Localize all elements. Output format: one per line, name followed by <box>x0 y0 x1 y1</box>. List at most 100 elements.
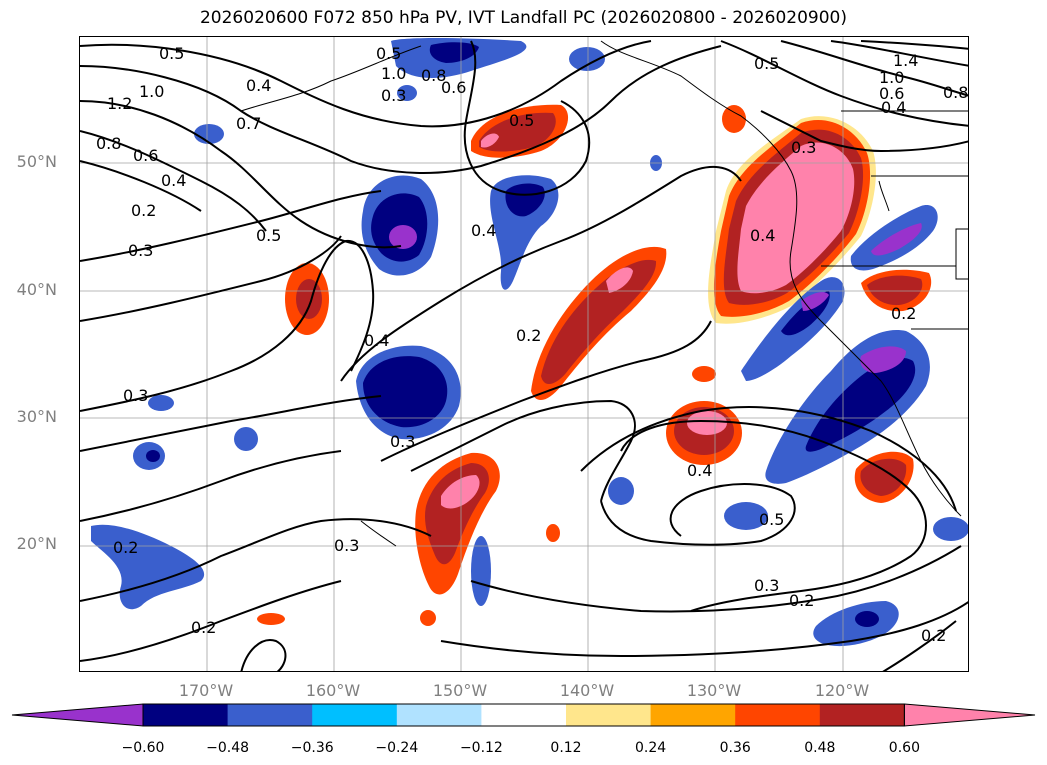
contour-label: 0.3 <box>334 536 359 555</box>
colorbar-bin <box>396 704 482 726</box>
shade-pos-lower-pink <box>441 475 480 509</box>
lon-label-130w: 130°W <box>686 681 742 700</box>
colorbar-outline <box>142 703 905 727</box>
colorbar-extend-low <box>11 703 144 727</box>
contours <box>80 40 968 671</box>
shade-neg-se <box>813 601 899 647</box>
shade-neg-dot-3 <box>148 395 174 411</box>
contour-label: 0.5 <box>376 44 401 63</box>
contour-label: 1.0 <box>381 64 406 83</box>
lon-label-170w: 170°W <box>178 681 234 700</box>
shade-neg-sw <box>91 524 205 610</box>
contour-label: 0.8 <box>421 66 446 85</box>
lat-label-20n: 20°N <box>16 534 57 553</box>
contour-label: 0.4 <box>246 76 271 95</box>
lat-label-50n: 50°N <box>16 152 57 171</box>
contour-label: 0.7 <box>236 114 261 133</box>
lon-label-150w: 150°W <box>432 681 488 700</box>
shade-neg-top-navy <box>429 42 479 63</box>
shade-neg-dot-4 <box>608 477 634 505</box>
contour-label: 0.2 <box>131 201 156 220</box>
shade-pos-coast-small-red <box>867 275 923 306</box>
contour-label: 0.3 <box>123 386 148 405</box>
shade-neg-left-mid-navy <box>363 356 448 428</box>
contour-label: 0.5 <box>509 111 534 130</box>
contour-label: 0.4 <box>687 461 712 480</box>
colorbar-bin <box>735 704 821 726</box>
colorbar-tick-label: 0.12 <box>550 740 582 756</box>
contour-label: 0.6 <box>441 78 466 97</box>
shade-neg-dot-9 <box>933 517 968 541</box>
contour-label: 0.4 <box>750 226 775 245</box>
contour-labels: 0.5 1.0 1.2 0.8 0.6 0.4 0.2 0.3 0.7 0.5 … <box>96 44 968 645</box>
colorbar-tick-label: 0.24 <box>635 740 667 756</box>
contour-label: 0.3 <box>754 576 779 595</box>
colorbar-tick-label: 0.48 <box>804 740 836 756</box>
contour-label: 0.8 <box>96 134 121 153</box>
colorbar-bin <box>481 704 567 726</box>
colorbar-tick-label: −0.12 <box>459 740 503 756</box>
shade-neg-left-upper-purple <box>389 225 417 249</box>
shade-neg-dot-2 <box>234 427 258 451</box>
contour-label: 0.4 <box>161 171 186 190</box>
contour-label: 1.2 <box>107 94 132 113</box>
shade-pos-dot-1 <box>257 613 285 625</box>
shade-neg-dot-10 <box>397 85 417 101</box>
contour-label: 0.3 <box>791 138 816 157</box>
shade-pos-upper-pink <box>481 133 499 148</box>
shade-neg-coast-main-purple <box>860 346 906 373</box>
shade-pos-central-pink <box>606 267 633 293</box>
colorbar-bin <box>227 704 313 726</box>
gridlines <box>80 37 968 671</box>
colorbar-bin <box>566 704 652 726</box>
shade-neg-dot-1-navy <box>146 450 160 462</box>
contour-label: 0.5 <box>759 510 784 529</box>
contour-label: 0.2 <box>921 626 946 645</box>
contour-label: 0.6 <box>879 84 904 103</box>
colorbar-bin <box>312 704 398 726</box>
lon-label-140w: 140°W <box>559 681 615 700</box>
lat-label-30n: 30°N <box>16 407 57 426</box>
shade-pos-dot-3 <box>546 524 560 542</box>
contour-label: 0.3 <box>381 86 406 105</box>
map-title: 2026020600 F072 850 hPa PV, IVT Landfall… <box>199 8 847 28</box>
contour-label: 0.4 <box>471 221 496 240</box>
colorbar-bin <box>819 704 905 726</box>
shade-pos-dot-4 <box>692 366 716 382</box>
shade-pos-upper-red <box>479 112 556 152</box>
shade-neg-dot-6 <box>471 536 491 606</box>
shade-pos-dot-2 <box>420 610 436 626</box>
shading-layer <box>91 38 968 647</box>
coastlines <box>240 40 968 547</box>
contour-label: 0.2 <box>789 591 814 610</box>
contour-label: 0.3 <box>128 241 153 260</box>
contour-label: 0.3 <box>390 432 415 451</box>
colorbar <box>11 703 1036 727</box>
colorbar-tick-label: −0.60 <box>121 740 165 756</box>
colorbar-tick-label: −0.48 <box>206 740 250 756</box>
shade-neg-dot-7 <box>194 124 224 144</box>
contour-label: 1.4 <box>893 51 918 70</box>
lon-label-120w: 120°W <box>814 681 870 700</box>
contour-label: 0.5 <box>159 44 184 63</box>
colorbar-tick-label: 0.60 <box>888 740 920 756</box>
contour-label: 0.2 <box>191 618 216 637</box>
colorbar-tick-label: −0.36 <box>290 740 334 756</box>
shade-pos-lowright-red <box>860 458 907 496</box>
shade-neg-dot-5 <box>724 502 768 530</box>
colorbar-tick-label: 0.36 <box>719 740 751 756</box>
contour-label: 0.5 <box>754 54 779 73</box>
shade-neg-upper-central-navy <box>505 183 545 217</box>
colorbar-bin <box>143 704 229 726</box>
colorbar-tick-label: −0.24 <box>375 740 419 756</box>
contour-label: 0.2 <box>891 304 916 323</box>
map-svg: 0.5 1.0 1.2 0.8 0.6 0.4 0.2 0.3 0.7 0.5 … <box>80 37 968 671</box>
shade-pos-dot-5 <box>722 105 746 133</box>
contour-label: 0.4 <box>881 98 906 117</box>
colorbar-bin <box>650 704 736 726</box>
colorbar-extend-high <box>903 703 1036 727</box>
shade-neg-dot-11 <box>569 47 605 71</box>
lat-label-40n: 40°N <box>16 280 57 299</box>
contour-label: 1.0 <box>879 68 904 87</box>
contour-label: 0.6 <box>133 146 158 165</box>
